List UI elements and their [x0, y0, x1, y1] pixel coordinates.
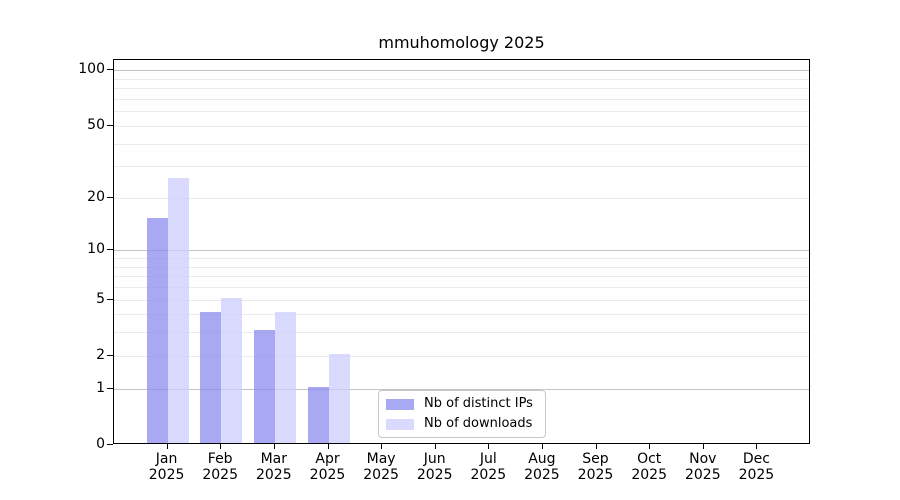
x-tick-mark	[702, 444, 704, 449]
gridline-minor	[114, 276, 809, 278]
x-tick-mark	[220, 444, 222, 449]
legend-label-downloads: Nb of downloads	[424, 416, 533, 431]
x-tick-month: Feb	[207, 451, 233, 467]
x-tick-year: 2025	[309, 467, 346, 483]
legend-label-distinct-ips: Nb of distinct IPs	[424, 396, 533, 411]
legend-swatch-distinct-ips	[386, 398, 414, 410]
x-tick-year: 2025	[684, 467, 721, 483]
y-tick-label: 50	[87, 116, 105, 133]
x-tick-month: Jan	[155, 451, 178, 467]
x-tick-label: Jun 2025	[405, 451, 465, 483]
x-tick-mark	[756, 444, 758, 449]
bar-downloads-apr	[328, 353, 350, 443]
bar-downloads-mar	[274, 312, 296, 443]
x-tick-label: Sep 2025	[566, 451, 626, 483]
gridline-minor	[114, 355, 809, 357]
y-tick-label: 20	[87, 188, 105, 205]
y-tick-label: 0	[96, 436, 105, 452]
bar-distinct-ips-feb	[200, 312, 222, 443]
x-tick-year: 2025	[738, 467, 775, 483]
gridline-minor	[114, 299, 809, 301]
y-tick-label: 5	[96, 290, 105, 307]
x-tick-label: Aug 2025	[512, 451, 572, 483]
y-tick-label: 100	[78, 61, 105, 78]
x-tick-mark	[649, 444, 651, 449]
x-tick-month: Jul	[479, 451, 497, 467]
y-tick-label: 1	[96, 379, 105, 396]
legend-swatch-downloads	[386, 418, 414, 430]
x-tick-label: Dec 2025	[726, 451, 786, 483]
gridline-minor	[114, 125, 809, 127]
bar-distinct-ips-jan	[146, 217, 168, 443]
x-tick-month: Apr	[315, 451, 340, 467]
x-tick-year: 2025	[148, 467, 185, 483]
gridline-minor	[114, 314, 809, 316]
gridline-minor	[114, 98, 809, 100]
gridline-minor	[114, 266, 809, 268]
x-tick-mark	[434, 444, 436, 449]
gridline-minor	[114, 78, 809, 80]
x-tick-year: 2025	[524, 467, 560, 483]
x-tick-year: 2025	[577, 467, 614, 483]
gridline-minor	[114, 143, 809, 145]
y-tick-mark	[107, 444, 113, 445]
x-tick-mark	[541, 444, 543, 449]
chart-title: mmuhomology 2025	[378, 33, 545, 52]
legend-row-distinct-ips: Nb of distinct IPs	[386, 394, 537, 414]
x-tick-year: 2025	[470, 467, 507, 483]
x-tick-month: May	[366, 451, 396, 467]
gridline-minor	[114, 197, 809, 199]
x-tick-mark	[488, 444, 490, 449]
x-tick-year: 2025	[255, 467, 292, 483]
x-tick-label: Feb 2025	[190, 451, 250, 483]
legend: Nb of distinct IPs Nb of downloads	[378, 390, 546, 438]
x-tick-year: 2025	[631, 467, 667, 483]
x-tick-mark	[327, 444, 329, 449]
bar-distinct-ips-mar	[253, 330, 275, 443]
gridline-minor	[114, 332, 809, 334]
gridline-minor	[114, 258, 809, 259]
bar-downloads-feb	[221, 297, 243, 443]
x-tick-month: Nov	[689, 451, 717, 467]
plot-area	[113, 59, 810, 444]
gridline-minor	[114, 287, 809, 288]
x-tick-label: May 2025	[351, 451, 411, 483]
x-tick-year: 2025	[416, 467, 453, 483]
gridline-major	[114, 70, 809, 72]
gridline-minor	[114, 166, 809, 168]
gridline-minor	[114, 88, 809, 90]
x-tick-month: Mar	[260, 451, 287, 467]
x-tick-mark	[273, 444, 275, 449]
y-tick-label: 2	[96, 346, 105, 363]
x-tick-label: Nov 2025	[673, 451, 733, 483]
x-tick-mark	[381, 444, 383, 449]
x-tick-label: Jul 2025	[458, 451, 518, 483]
y-tick-label: 10	[87, 241, 105, 258]
x-tick-month: Oct	[637, 451, 662, 467]
x-tick-month: Jun	[423, 451, 446, 467]
x-tick-month: Sep	[582, 451, 609, 467]
x-tick-mark	[595, 444, 597, 449]
x-tick-label: Apr 2025	[298, 451, 358, 483]
x-tick-mark	[166, 444, 168, 449]
gridline-major	[114, 250, 809, 252]
gridline-minor	[114, 111, 809, 113]
gridline-major	[114, 388, 809, 390]
x-tick-year: 2025	[202, 467, 238, 483]
x-tick-month: Aug	[528, 451, 556, 467]
bar-downloads-jan	[167, 178, 189, 443]
x-tick-month: Dec	[742, 451, 770, 467]
x-tick-label: Oct 2025	[619, 451, 679, 483]
x-tick-year: 2025	[363, 467, 399, 483]
x-tick-label: Jan 2025	[137, 451, 197, 483]
x-tick-label: Mar 2025	[244, 451, 304, 483]
legend-row-downloads: Nb of downloads	[386, 414, 537, 434]
bar-distinct-ips-apr	[307, 386, 329, 443]
